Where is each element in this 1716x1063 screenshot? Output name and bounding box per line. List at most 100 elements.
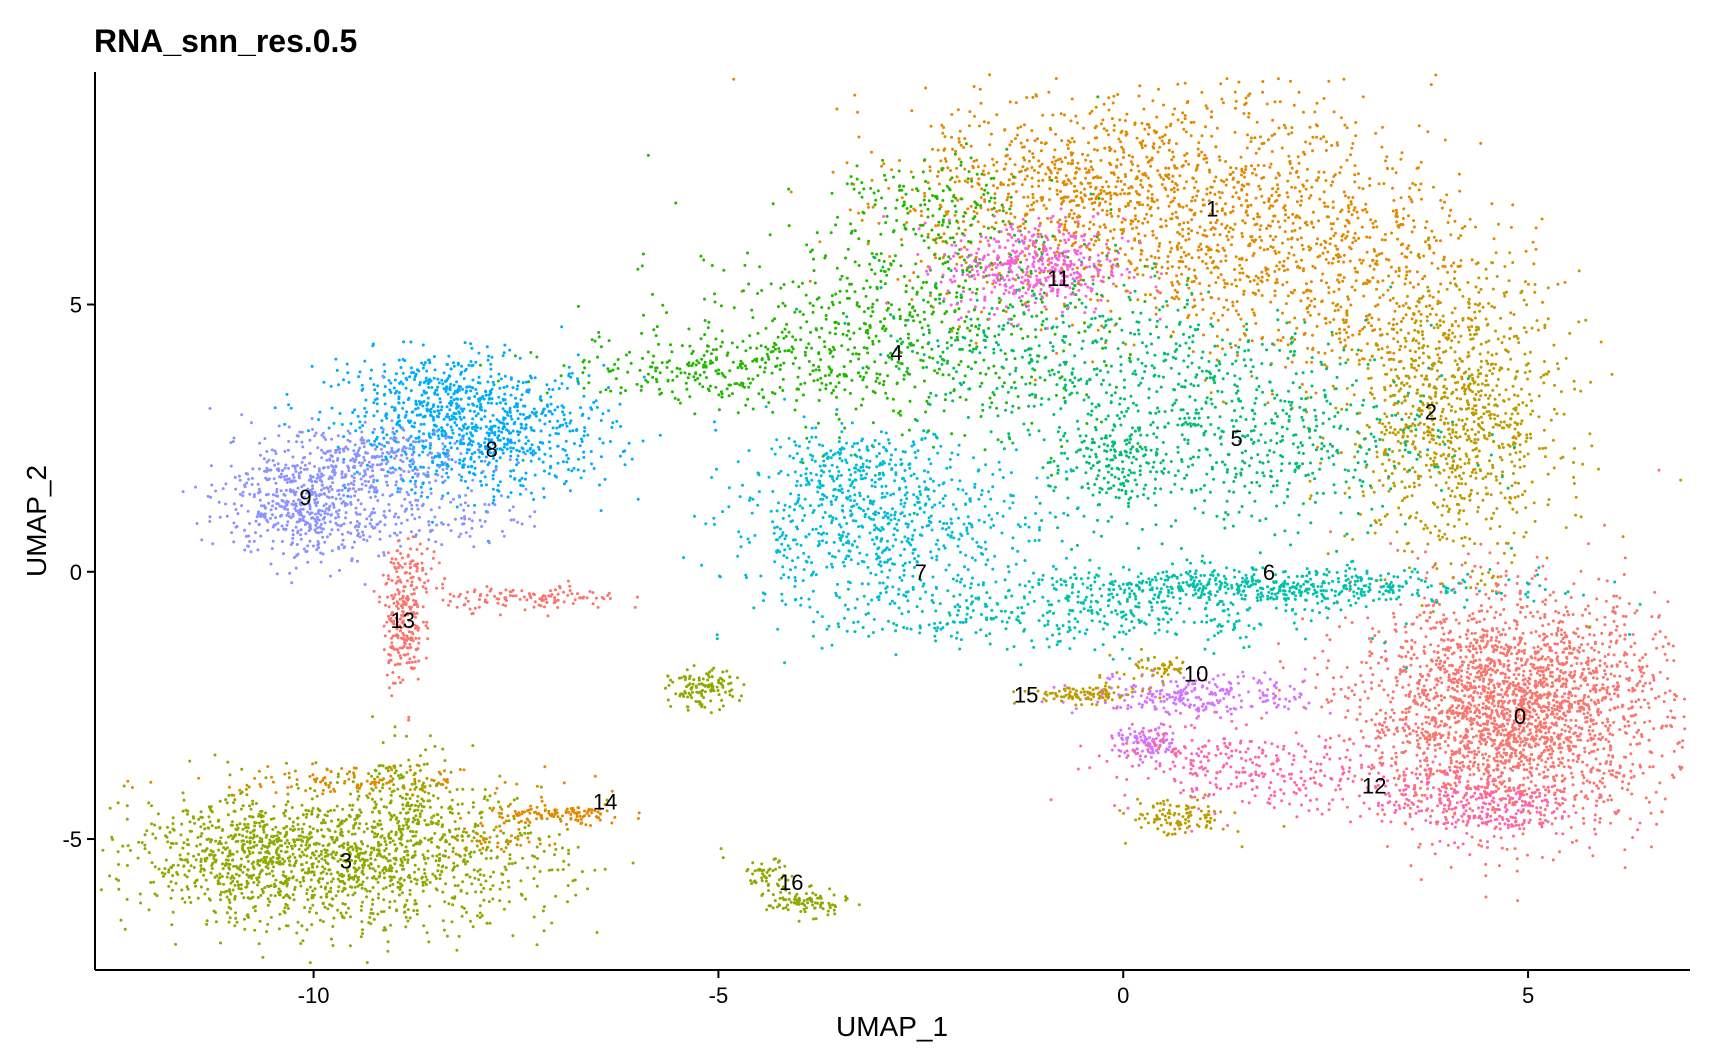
- cell-point: [1313, 297, 1317, 301]
- cell-point: [1346, 696, 1350, 700]
- cell-point: [1622, 653, 1626, 657]
- cell-point: [1276, 338, 1280, 342]
- cell-point: [983, 164, 987, 168]
- cell-point: [1172, 190, 1176, 194]
- cell-point: [1448, 664, 1452, 667]
- cell-point: [1470, 258, 1474, 262]
- cell-point: [1116, 214, 1120, 218]
- cell-point: [1593, 734, 1597, 737]
- cell-point: [1558, 619, 1562, 623]
- cell-point: [1558, 674, 1561, 678]
- cell-point: [1631, 686, 1635, 690]
- cell-point: [1476, 368, 1480, 372]
- cell-point: [1075, 166, 1079, 170]
- cell-point: [1419, 800, 1423, 804]
- cell-point: [1060, 160, 1064, 164]
- cell-point: [1423, 758, 1427, 762]
- cell-point: [1476, 505, 1480, 509]
- cell-point: [1266, 247, 1270, 251]
- cell-point: [1560, 761, 1564, 765]
- cell-point: [1057, 167, 1061, 171]
- cell-point: [1631, 714, 1635, 718]
- cell-point: [1392, 732, 1396, 736]
- cell-point: [1364, 719, 1368, 723]
- cell-point: [1471, 735, 1475, 739]
- cell-point: [1338, 171, 1342, 175]
- cell-point: [1404, 717, 1408, 721]
- cell-point: [1533, 656, 1537, 660]
- cell-point: [1391, 281, 1395, 285]
- cell-point: [1449, 639, 1453, 643]
- cell-point: [1637, 665, 1641, 669]
- cell-point: [1302, 291, 1306, 295]
- cell-point: [1069, 181, 1073, 185]
- cell-point: [998, 209, 1002, 212]
- cell-point: [1177, 223, 1181, 227]
- cell-point: [1201, 308, 1205, 311]
- cell-point: [1548, 674, 1552, 678]
- cell-point: [1468, 767, 1472, 771]
- cell-point: [1483, 689, 1487, 692]
- cell-point: [1277, 267, 1281, 271]
- cell-point: [1167, 148, 1171, 152]
- cell-point: [1026, 204, 1030, 208]
- cell-point: [877, 221, 881, 225]
- cell-point: [1542, 632, 1546, 636]
- cell-point: [1209, 221, 1213, 225]
- cell-point: [1400, 751, 1404, 754]
- cell-point: [1133, 206, 1137, 210]
- cell-point: [1460, 689, 1464, 693]
- cell-point: [1526, 658, 1529, 662]
- cell-point: [1408, 741, 1412, 745]
- cell-point: [1618, 766, 1622, 770]
- cell-point: [1481, 305, 1485, 309]
- cell-point: [1591, 854, 1595, 858]
- cell-point: [1447, 733, 1451, 736]
- cell-point: [1390, 757, 1394, 760]
- cell-point: [1358, 705, 1362, 709]
- cell-point: [1413, 447, 1417, 451]
- cell-point: [1367, 377, 1371, 380]
- cell-point: [1381, 125, 1384, 129]
- cell-point: [1116, 93, 1120, 96]
- cell-point: [1395, 215, 1399, 219]
- cell-point: [1453, 688, 1457, 692]
- cell-point: [1368, 264, 1372, 268]
- cell-point: [1618, 674, 1622, 678]
- cell-point: [1186, 221, 1190, 224]
- cell-point: [1519, 760, 1523, 763]
- cell-point: [1135, 201, 1139, 204]
- cell-point: [982, 120, 986, 124]
- cell-point: [1377, 348, 1381, 351]
- cell-point: [1551, 710, 1554, 714]
- cell-point: [1030, 166, 1034, 169]
- cell-point: [1497, 640, 1501, 644]
- cell-point: [1187, 286, 1191, 290]
- cell-point: [1093, 175, 1097, 179]
- cell-point: [1241, 219, 1245, 223]
- cell-point: [1431, 295, 1435, 299]
- cell-point: [1534, 630, 1538, 633]
- cell-point: [1100, 324, 1104, 328]
- cell-point: [1296, 238, 1300, 241]
- cell-point: [1464, 482, 1468, 486]
- cell-point: [1479, 389, 1483, 393]
- cell-point: [898, 159, 901, 162]
- cell-point: [1503, 672, 1507, 676]
- cell-point: [1182, 221, 1186, 225]
- cell-point: [1281, 283, 1285, 287]
- cell-point: [1344, 755, 1348, 759]
- cell-point: [1663, 797, 1667, 801]
- cell-point: [1474, 647, 1478, 651]
- cell-point: [853, 93, 857, 97]
- cell-point: [1146, 220, 1150, 224]
- cell-point: [1092, 243, 1096, 247]
- cell-point: [1063, 223, 1067, 227]
- cell-point: [1067, 215, 1071, 219]
- cell-point: [1529, 731, 1533, 735]
- cell-point: [1185, 152, 1189, 155]
- cell-point: [1197, 141, 1201, 145]
- cell-point: [1609, 763, 1612, 766]
- cell-point: [1496, 645, 1500, 649]
- cell-point: [1029, 208, 1032, 212]
